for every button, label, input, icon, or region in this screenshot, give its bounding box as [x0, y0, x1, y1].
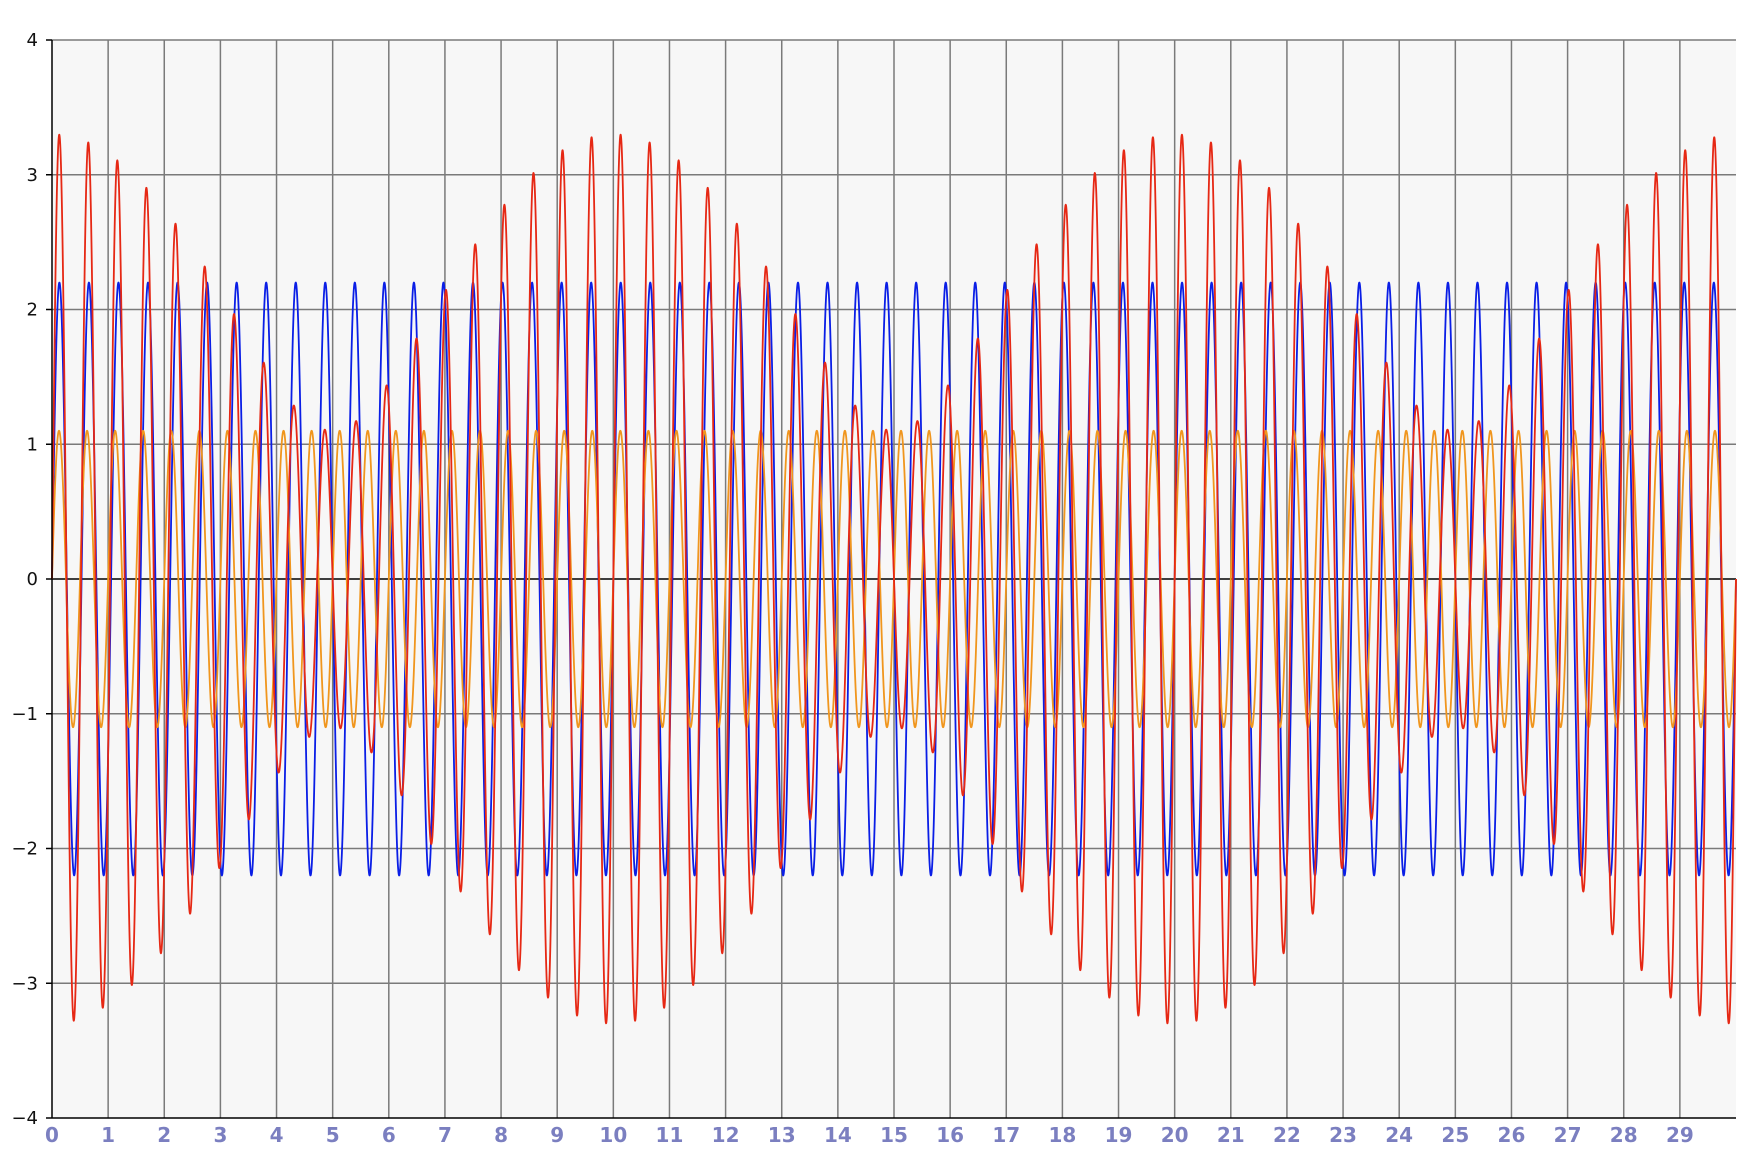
y-tick-label: 0: [27, 569, 38, 590]
series-line-3: [51, 133, 1737, 1025]
y-tick-label: −1: [11, 704, 38, 725]
x-tick-label: 11: [656, 1123, 684, 1147]
x-tick-label: 13: [768, 1123, 796, 1147]
axes: [46, 39, 1736, 1119]
y-tick-label: −2: [11, 839, 38, 860]
x-tick-label: 26: [1498, 1123, 1526, 1147]
x-tick-label: 0: [45, 1123, 59, 1147]
x-tick-label: 6: [382, 1123, 396, 1147]
x-tick-label: 5: [326, 1123, 340, 1147]
x-tick-label: 9: [550, 1123, 564, 1147]
x-tick-label: 21: [1217, 1123, 1245, 1147]
y-tick-label: −4: [11, 1108, 38, 1129]
x-tick-label: 22: [1273, 1123, 1301, 1147]
x-tick-label: 20: [1161, 1123, 1189, 1147]
x-tick-label: 19: [1105, 1123, 1133, 1147]
y-tick-label: 3: [27, 165, 38, 186]
x-tick-label: 3: [213, 1123, 227, 1147]
x-tick-label: 16: [936, 1123, 964, 1147]
y-tick-labels: 4 3 2 1 0 −1 −2 −3 −4: [11, 30, 38, 1129]
x-tick-label: 25: [1441, 1123, 1469, 1147]
y-tick-label: −3: [11, 973, 38, 994]
x-tick-label: 28: [1610, 1123, 1638, 1147]
x-tick-label: 29: [1666, 1123, 1694, 1147]
x-tick-label: 14: [824, 1123, 852, 1147]
x-tick-label: 7: [438, 1123, 452, 1147]
x-tick-label: 24: [1385, 1123, 1413, 1147]
x-tick-label: 8: [494, 1123, 508, 1147]
x-tick-label: 27: [1554, 1123, 1582, 1147]
x-tick-label: 4: [270, 1123, 284, 1147]
x-tick-labels: 0 1 2 3 4 5 6 7 8 9 10 11 12 13 14 15 16 17 18 19 20 21 22 23 24…: [45, 1123, 1694, 1147]
x-tick-label: 2: [157, 1123, 171, 1147]
x-tick-label: 18: [1048, 1123, 1076, 1147]
y-tick-label: 4: [27, 30, 38, 51]
x-tick-label: 23: [1329, 1123, 1357, 1147]
series-layer: [51, 133, 1737, 1025]
y-tick-label: 2: [27, 300, 38, 321]
y-tick-label: 1: [27, 434, 38, 455]
x-tick-label: 10: [599, 1123, 627, 1147]
x-tick-label: 15: [880, 1123, 908, 1147]
x-tick-label: 17: [992, 1123, 1020, 1147]
x-tick-label: 1: [101, 1123, 115, 1147]
x-tick-label: 12: [712, 1123, 740, 1147]
